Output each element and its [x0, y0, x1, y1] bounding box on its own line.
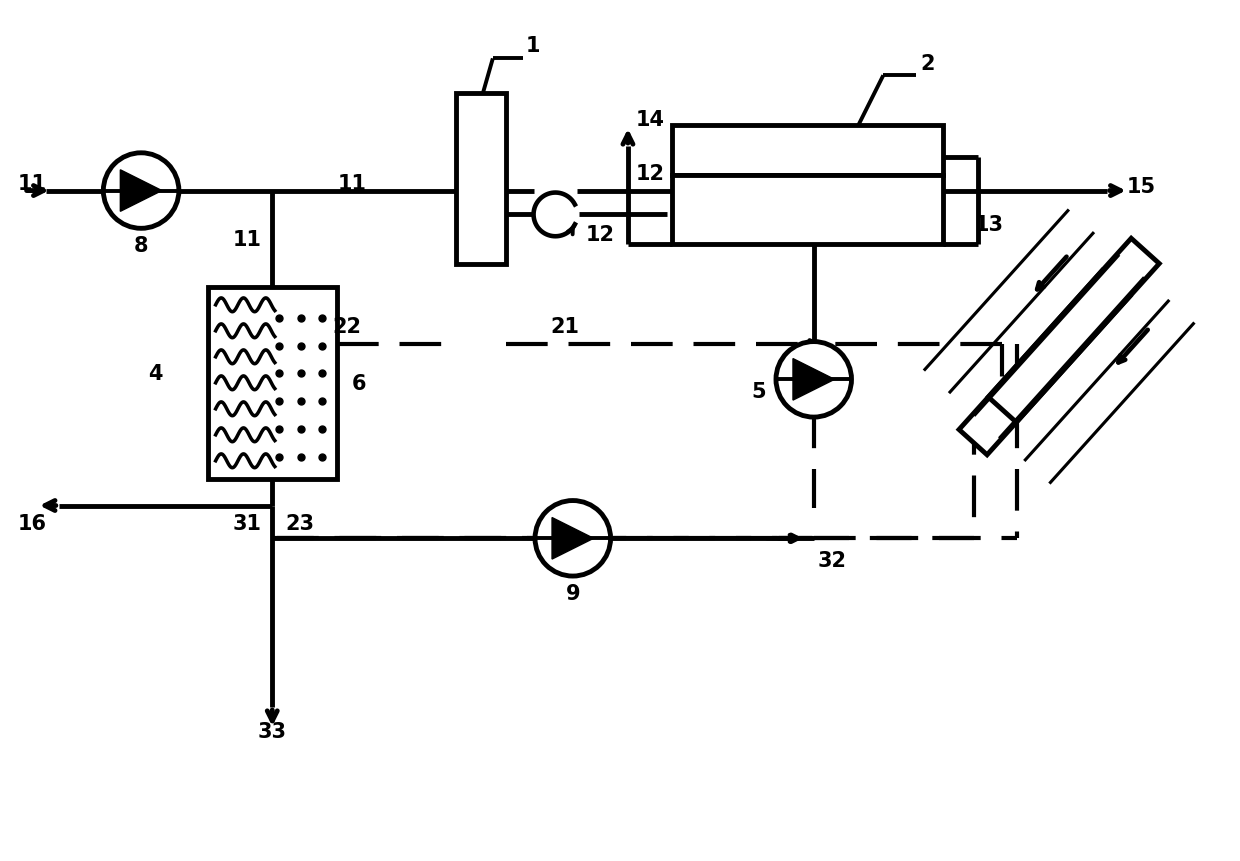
- Text: 15: 15: [1127, 177, 1156, 196]
- Text: 23: 23: [285, 514, 315, 534]
- Bar: [672, 126, 942, 176]
- Text: 3: 3: [1106, 276, 1121, 295]
- Circle shape: [534, 501, 610, 576]
- Text: 14: 14: [635, 110, 665, 130]
- Text: 5: 5: [751, 381, 766, 402]
- Bar: [456, 94, 506, 265]
- Text: 16: 16: [17, 514, 46, 534]
- Polygon shape: [988, 239, 1159, 423]
- Text: 11: 11: [337, 173, 366, 194]
- Polygon shape: [792, 359, 835, 400]
- Circle shape: [776, 342, 852, 418]
- Text: 8: 8: [134, 236, 149, 256]
- Text: 1: 1: [526, 36, 541, 56]
- Text: 31: 31: [233, 514, 262, 534]
- Text: 9: 9: [565, 583, 580, 604]
- Text: 21: 21: [551, 316, 580, 337]
- Text: 13: 13: [975, 215, 1004, 235]
- Text: 33: 33: [258, 722, 286, 741]
- Polygon shape: [959, 271, 1130, 455]
- Text: 2: 2: [920, 54, 935, 74]
- Text: 11: 11: [17, 173, 46, 194]
- Polygon shape: [552, 518, 594, 560]
- Bar: [672, 176, 942, 245]
- Text: 6: 6: [351, 374, 366, 393]
- Text: 11: 11: [233, 230, 262, 250]
- Text: 22: 22: [332, 316, 361, 337]
- Text: 12: 12: [585, 225, 615, 245]
- Circle shape: [103, 153, 179, 229]
- Polygon shape: [120, 170, 162, 212]
- Text: 4: 4: [148, 363, 162, 383]
- Text: 12: 12: [635, 164, 665, 183]
- Text: 32: 32: [817, 550, 846, 571]
- Bar: [207, 288, 337, 479]
